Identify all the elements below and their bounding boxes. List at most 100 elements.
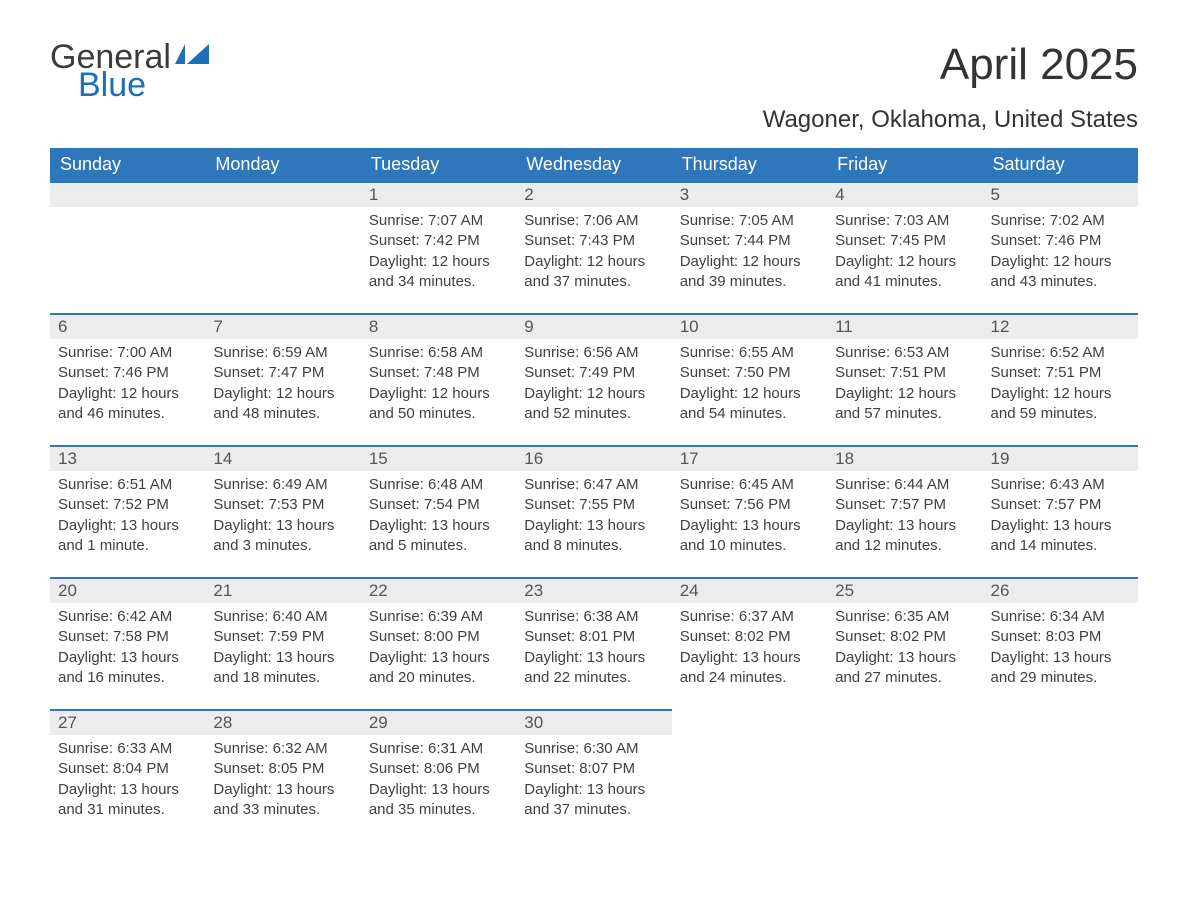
day-body: Sunrise: 6:37 AMSunset: 8:02 PMDaylight:… [672,603,827,696]
day-body: Sunrise: 6:30 AMSunset: 8:07 PMDaylight:… [516,735,671,828]
day-body: Sunrise: 6:34 AMSunset: 8:03 PMDaylight:… [983,603,1138,696]
sunset-line: Sunset: 7:46 PM [58,363,197,383]
day-number: 19 [983,445,1138,471]
daylight-line: Daylight: 13 hours and 20 minutes. [369,648,508,689]
day-number: 14 [205,445,360,471]
sunrise-line: Sunrise: 6:30 AM [524,739,663,759]
sunrise-line: Sunrise: 6:45 AM [680,475,819,495]
daylight-line: Daylight: 13 hours and 24 minutes. [680,648,819,689]
day-number: 16 [516,445,671,471]
day-body: Sunrise: 6:47 AMSunset: 7:55 PMDaylight:… [516,471,671,564]
logo: General Blue [50,40,211,102]
day-number: 20 [50,577,205,603]
sunset-line: Sunset: 8:02 PM [680,627,819,647]
sunset-line: Sunset: 7:54 PM [369,495,508,515]
day-body: Sunrise: 6:38 AMSunset: 8:01 PMDaylight:… [516,603,671,696]
calendar-day-header: Saturday [983,148,1138,181]
calendar-day-cell: 27Sunrise: 6:33 AMSunset: 8:04 PMDayligh… [50,709,205,841]
calendar-day-cell [827,709,982,841]
day-body: Sunrise: 6:33 AMSunset: 8:04 PMDaylight:… [50,735,205,828]
sunset-line: Sunset: 7:51 PM [991,363,1130,383]
sunrise-line: Sunrise: 6:32 AM [213,739,352,759]
calendar-day-cell: 21Sunrise: 6:40 AMSunset: 7:59 PMDayligh… [205,577,360,709]
calendar-day-cell: 5Sunrise: 7:02 AMSunset: 7:46 PMDaylight… [983,181,1138,313]
daylight-line: Daylight: 13 hours and 29 minutes. [991,648,1130,689]
daylight-line: Daylight: 12 hours and 59 minutes. [991,384,1130,425]
day-number: 21 [205,577,360,603]
calendar-day-cell: 1Sunrise: 7:07 AMSunset: 7:42 PMDaylight… [361,181,516,313]
sunset-line: Sunset: 7:56 PM [680,495,819,515]
sunset-line: Sunset: 8:05 PM [213,759,352,779]
calendar-header-row: SundayMondayTuesdayWednesdayThursdayFrid… [50,148,1138,181]
daylight-line: Daylight: 12 hours and 37 minutes. [524,252,663,293]
empty-day-bar [205,181,360,207]
calendar-day-cell: 3Sunrise: 7:05 AMSunset: 7:44 PMDaylight… [672,181,827,313]
day-number: 3 [672,181,827,207]
sunset-line: Sunset: 7:49 PM [524,363,663,383]
daylight-line: Daylight: 13 hours and 35 minutes. [369,780,508,821]
calendar-day-cell: 22Sunrise: 6:39 AMSunset: 8:00 PMDayligh… [361,577,516,709]
sunset-line: Sunset: 7:43 PM [524,231,663,251]
day-body: Sunrise: 6:55 AMSunset: 7:50 PMDaylight:… [672,339,827,432]
sunset-line: Sunset: 8:06 PM [369,759,508,779]
day-number: 29 [361,709,516,735]
daylight-line: Daylight: 13 hours and 14 minutes. [991,516,1130,557]
calendar-day-cell: 6Sunrise: 7:00 AMSunset: 7:46 PMDaylight… [50,313,205,445]
day-number: 2 [516,181,671,207]
calendar-week-row: 27Sunrise: 6:33 AMSunset: 8:04 PMDayligh… [50,709,1138,841]
day-body: Sunrise: 7:03 AMSunset: 7:45 PMDaylight:… [827,207,982,300]
calendar-week-row: 1Sunrise: 7:07 AMSunset: 7:42 PMDaylight… [50,181,1138,313]
day-number: 17 [672,445,827,471]
calendar-day-header: Tuesday [361,148,516,181]
sunset-line: Sunset: 7:50 PM [680,363,819,383]
sunrise-line: Sunrise: 6:34 AM [991,607,1130,627]
sunset-line: Sunset: 7:44 PM [680,231,819,251]
day-number: 11 [827,313,982,339]
daylight-line: Daylight: 12 hours and 52 minutes. [524,384,663,425]
day-number: 23 [516,577,671,603]
sunset-line: Sunset: 8:00 PM [369,627,508,647]
day-number: 10 [672,313,827,339]
day-number: 7 [205,313,360,339]
calendar-day-cell: 19Sunrise: 6:43 AMSunset: 7:57 PMDayligh… [983,445,1138,577]
sunset-line: Sunset: 7:57 PM [835,495,974,515]
calendar-day-header: Thursday [672,148,827,181]
calendar-day-cell: 20Sunrise: 6:42 AMSunset: 7:58 PMDayligh… [50,577,205,709]
daylight-line: Daylight: 12 hours and 43 minutes. [991,252,1130,293]
sunset-line: Sunset: 7:45 PM [835,231,974,251]
calendar-day-cell: 12Sunrise: 6:52 AMSunset: 7:51 PMDayligh… [983,313,1138,445]
calendar-day-cell: 7Sunrise: 6:59 AMSunset: 7:47 PMDaylight… [205,313,360,445]
day-body: Sunrise: 6:43 AMSunset: 7:57 PMDaylight:… [983,471,1138,564]
sunset-line: Sunset: 8:01 PM [524,627,663,647]
day-number: 22 [361,577,516,603]
day-number: 1 [361,181,516,207]
day-body: Sunrise: 6:53 AMSunset: 7:51 PMDaylight:… [827,339,982,432]
day-body: Sunrise: 7:02 AMSunset: 7:46 PMDaylight:… [983,207,1138,300]
day-body: Sunrise: 6:45 AMSunset: 7:56 PMDaylight:… [672,471,827,564]
sunrise-line: Sunrise: 7:07 AM [369,211,508,231]
day-body: Sunrise: 6:48 AMSunset: 7:54 PMDaylight:… [361,471,516,564]
day-body: Sunrise: 6:52 AMSunset: 7:51 PMDaylight:… [983,339,1138,432]
daylight-line: Daylight: 13 hours and 37 minutes. [524,780,663,821]
sunrise-line: Sunrise: 6:55 AM [680,343,819,363]
day-body: Sunrise: 6:56 AMSunset: 7:49 PMDaylight:… [516,339,671,432]
sunrise-line: Sunrise: 6:33 AM [58,739,197,759]
empty-day-bar [50,181,205,207]
daylight-line: Daylight: 12 hours and 57 minutes. [835,384,974,425]
page-title: April 2025 [940,40,1138,90]
sunrise-line: Sunrise: 6:59 AM [213,343,352,363]
day-number: 18 [827,445,982,471]
day-body: Sunrise: 6:31 AMSunset: 8:06 PMDaylight:… [361,735,516,828]
sunset-line: Sunset: 8:07 PM [524,759,663,779]
calendar-day-cell [205,181,360,313]
day-body: Sunrise: 6:32 AMSunset: 8:05 PMDaylight:… [205,735,360,828]
day-body: Sunrise: 7:06 AMSunset: 7:43 PMDaylight:… [516,207,671,300]
daylight-line: Daylight: 13 hours and 27 minutes. [835,648,974,689]
day-number: 12 [983,313,1138,339]
day-number: 24 [672,577,827,603]
daylight-line: Daylight: 13 hours and 18 minutes. [213,648,352,689]
logo-text-blue: Blue [78,68,211,102]
day-body: Sunrise: 6:58 AMSunset: 7:48 PMDaylight:… [361,339,516,432]
sunset-line: Sunset: 7:53 PM [213,495,352,515]
sunset-line: Sunset: 7:55 PM [524,495,663,515]
